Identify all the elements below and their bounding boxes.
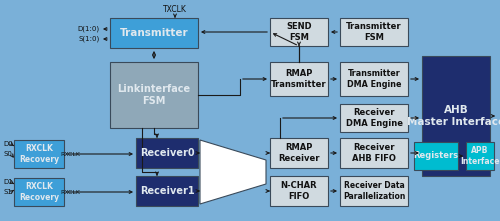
Text: S0: S0 xyxy=(3,151,12,157)
Text: Receiver
AHB FIFO: Receiver AHB FIFO xyxy=(352,143,396,163)
Bar xyxy=(340,62,408,96)
Bar xyxy=(340,176,408,206)
Polygon shape xyxy=(200,140,266,204)
Text: RXCLK: RXCLK xyxy=(60,152,80,156)
Text: APB
Interface: APB Interface xyxy=(460,146,500,166)
Text: Receiver1: Receiver1 xyxy=(140,186,194,196)
Text: N-CHAR
FIFO: N-CHAR FIFO xyxy=(280,181,318,201)
Bar xyxy=(340,104,408,132)
Text: RXCLK
Recovery: RXCLK Recovery xyxy=(19,144,59,164)
Text: Transmitter: Transmitter xyxy=(120,28,188,38)
Bar xyxy=(270,138,328,168)
Text: RXCLK
Recovery: RXCLK Recovery xyxy=(19,182,59,202)
Text: RMAP
Receiver: RMAP Receiver xyxy=(278,143,320,163)
Text: Transmitter
DMA Engine: Transmitter DMA Engine xyxy=(347,69,401,89)
Text: S(1:0): S(1:0) xyxy=(79,36,100,42)
Text: Transmitter
FSM: Transmitter FSM xyxy=(346,22,402,42)
Text: Receiver Data
Parallelization: Receiver Data Parallelization xyxy=(343,181,405,201)
Bar xyxy=(466,142,494,170)
Bar xyxy=(270,18,328,46)
Text: S1: S1 xyxy=(3,189,12,195)
Bar xyxy=(14,178,64,206)
Bar xyxy=(270,176,328,206)
Bar xyxy=(422,56,490,176)
Bar xyxy=(340,18,408,46)
Text: SEND
FSM: SEND FSM xyxy=(286,22,312,42)
Text: Registers: Registers xyxy=(414,152,459,160)
Text: AHB
Master Interface: AHB Master Interface xyxy=(407,105,500,127)
Text: TXCLK: TXCLK xyxy=(163,6,187,15)
Text: Receiver
DMA Engine: Receiver DMA Engine xyxy=(346,108,403,128)
Bar xyxy=(270,62,328,96)
Text: RXCLK: RXCLK xyxy=(60,189,80,194)
Bar xyxy=(136,176,198,206)
Bar xyxy=(14,140,64,168)
Bar xyxy=(110,18,198,48)
Text: D(1:0): D(1:0) xyxy=(78,26,100,32)
Text: D1: D1 xyxy=(3,179,13,185)
Bar xyxy=(110,62,198,128)
Text: D0: D0 xyxy=(3,141,13,147)
Bar xyxy=(136,138,198,168)
Bar xyxy=(340,138,408,168)
Text: Linkinterface
FSM: Linkinterface FSM xyxy=(118,84,190,106)
Text: Receiver0: Receiver0 xyxy=(140,148,194,158)
Text: RMAP
Transmitter: RMAP Transmitter xyxy=(271,69,327,89)
Bar xyxy=(414,142,458,170)
